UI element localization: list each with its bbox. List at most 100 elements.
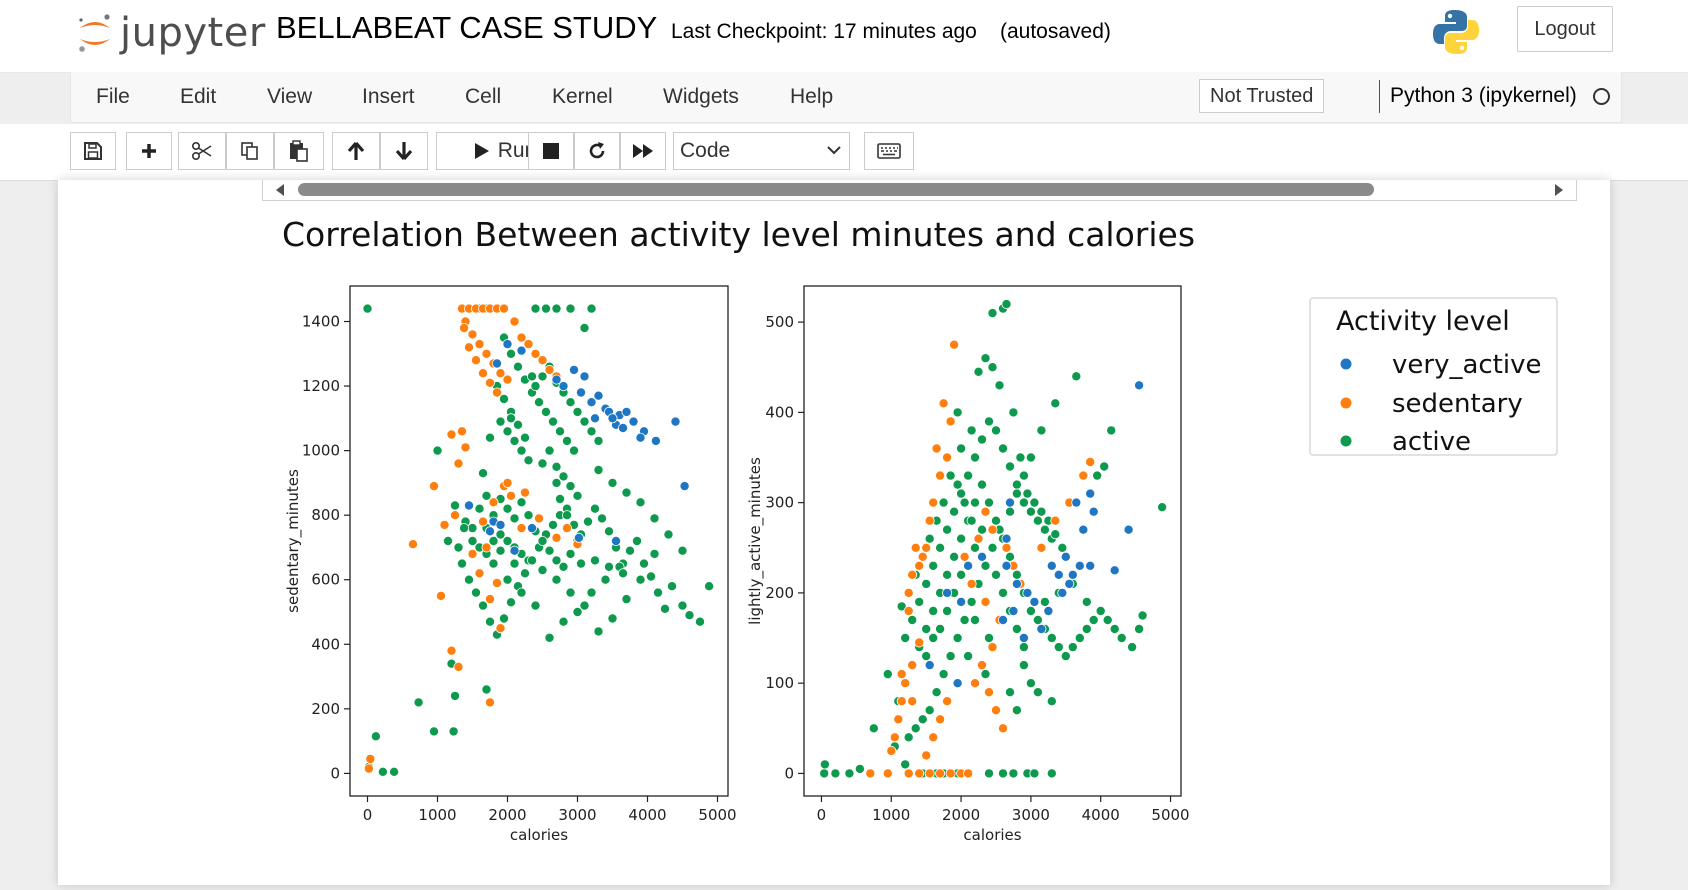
panel2-point-active [1011, 623, 1022, 634]
panel1-point-sedentary [456, 426, 467, 437]
move-up-button[interactable] [332, 132, 380, 170]
panel2-point-active [1074, 632, 1085, 643]
interrupt-button[interactable] [528, 132, 574, 170]
cell-type-select[interactable]: Code [673, 132, 850, 170]
panel2-point-active [998, 443, 1009, 454]
panel2-point-active [1029, 497, 1040, 508]
panel1-point-active [537, 371, 548, 382]
panel2-point-active [900, 759, 911, 770]
panel2-point-active [991, 569, 1002, 580]
panel1-point-active [589, 503, 600, 514]
panel1-point-active [666, 581, 677, 592]
restart-run-all-button[interactable] [620, 132, 666, 170]
panel2-point-sedentary [949, 339, 960, 350]
menu-insert[interactable]: Insert [362, 85, 415, 108]
scrollbar-thumb[interactable] [298, 183, 1374, 196]
panel2-point-active [903, 732, 914, 743]
notebook-name[interactable]: BELLABEAT CASE STUDY [276, 10, 658, 45]
panel1-x-tick-label: 0 [363, 806, 373, 824]
logout-button[interactable]: Logout [1517, 6, 1613, 52]
panel1-point-sedentary [459, 323, 470, 334]
panel2-point-sedentary [938, 398, 949, 409]
panel1-point-active [544, 545, 555, 556]
menu-kernel[interactable]: Kernel [552, 85, 613, 108]
toolbar: Run Code [0, 124, 1688, 180]
panel1-point-sedentary [505, 490, 516, 501]
move-down-button[interactable] [380, 132, 428, 170]
panel2-point-active [984, 632, 995, 643]
autosave-status: (autosaved) [1000, 20, 1111, 43]
scroll-right-arrow-icon[interactable] [1554, 184, 1564, 196]
menu-edit[interactable]: Edit [180, 85, 217, 108]
panel2-point-sedentary [935, 768, 946, 779]
panel2-point-very-active [1036, 623, 1047, 634]
panel2-point-active [830, 768, 841, 779]
output-horizontal-scrollbar[interactable] [262, 180, 1577, 201]
scroll-left-arrow-icon[interactable] [275, 184, 285, 196]
panel2-point-sedentary [991, 705, 1002, 716]
panel2-point-very-active [1088, 506, 1099, 517]
panel2-point-very-active [952, 678, 963, 689]
save-button[interactable] [70, 132, 116, 170]
panel1-point-active [607, 613, 618, 624]
panel2-x-tick-label: 2000 [942, 806, 980, 824]
kernel-divider [1379, 80, 1380, 113]
menu-view[interactable]: View [267, 85, 313, 108]
paste-button[interactable] [274, 132, 324, 170]
restart-kernel-button[interactable] [574, 132, 620, 170]
panel2-point-active [1005, 551, 1016, 562]
menu-help[interactable]: Help [790, 85, 834, 108]
panel2-point-very-active [924, 660, 935, 671]
panel2-point-sedentary [907, 569, 918, 580]
kernel-name[interactable]: Python 3 (ipykernel) [1390, 84, 1577, 107]
panel2-point-active [998, 587, 1009, 598]
panel1-x-tick-label: 5000 [698, 806, 736, 824]
panel1-point-active [523, 510, 534, 521]
menu-file[interactable]: File [96, 85, 130, 108]
panel1-point-active [572, 490, 583, 501]
panel2-point-active [1011, 488, 1022, 499]
panel1-point-active [593, 435, 604, 446]
panel1-point-active [635, 497, 646, 508]
panel2-point-active [1071, 371, 1082, 382]
scatter-figure: Correlation Between activity level minut… [282, 215, 1558, 844]
cut-button[interactable] [178, 132, 226, 170]
panel2-point-sedentary [998, 723, 1009, 734]
panel1-point-sedentary [365, 753, 376, 764]
panel2-point-active [952, 632, 963, 643]
panel2-point-sedentary [924, 768, 935, 779]
panel2-point-active [1057, 542, 1068, 553]
panel1-point-active [677, 600, 688, 611]
panel1-point-active [663, 529, 674, 540]
panel1-point-active [428, 726, 439, 737]
panel2-point-sedentary [963, 768, 974, 779]
panel2-point-active [1005, 687, 1016, 698]
paste-icon [290, 140, 308, 162]
insert-cell-button[interactable] [126, 132, 172, 170]
panel2-point-active [970, 614, 981, 625]
panel1-y-tick-label: 400 [311, 635, 340, 653]
panel2-point-active [956, 533, 967, 544]
panel1-point-active [593, 464, 604, 475]
copy-button[interactable] [226, 132, 274, 170]
panel1-point-active [565, 548, 576, 559]
panel2-point-active [987, 542, 998, 553]
panel1-point-sedentary [495, 368, 506, 379]
jupyter-logo[interactable]: jupyter [76, 8, 266, 58]
panel1-point-active [561, 510, 572, 521]
panel2-point-very-active [1001, 560, 1012, 571]
panel2-point-very-active [1123, 524, 1134, 535]
menu-cell[interactable]: Cell [465, 85, 502, 108]
panel1-point-active [519, 568, 530, 579]
panel1-point-very-active [679, 481, 690, 492]
command-palette-button[interactable] [864, 132, 914, 170]
menu-widgets[interactable]: Widgets [663, 85, 739, 108]
panel2-point-sedentary [882, 768, 893, 779]
trust-indicator-button[interactable]: Not Trusted [1199, 79, 1325, 113]
panel1-point-active [579, 600, 590, 611]
fast-forward-icon [633, 144, 653, 158]
panel1-point-sedentary [530, 348, 541, 359]
panel2-point-sedentary [921, 750, 932, 761]
panel1-point-active [537, 565, 548, 576]
panel2-point-active [1095, 605, 1106, 616]
